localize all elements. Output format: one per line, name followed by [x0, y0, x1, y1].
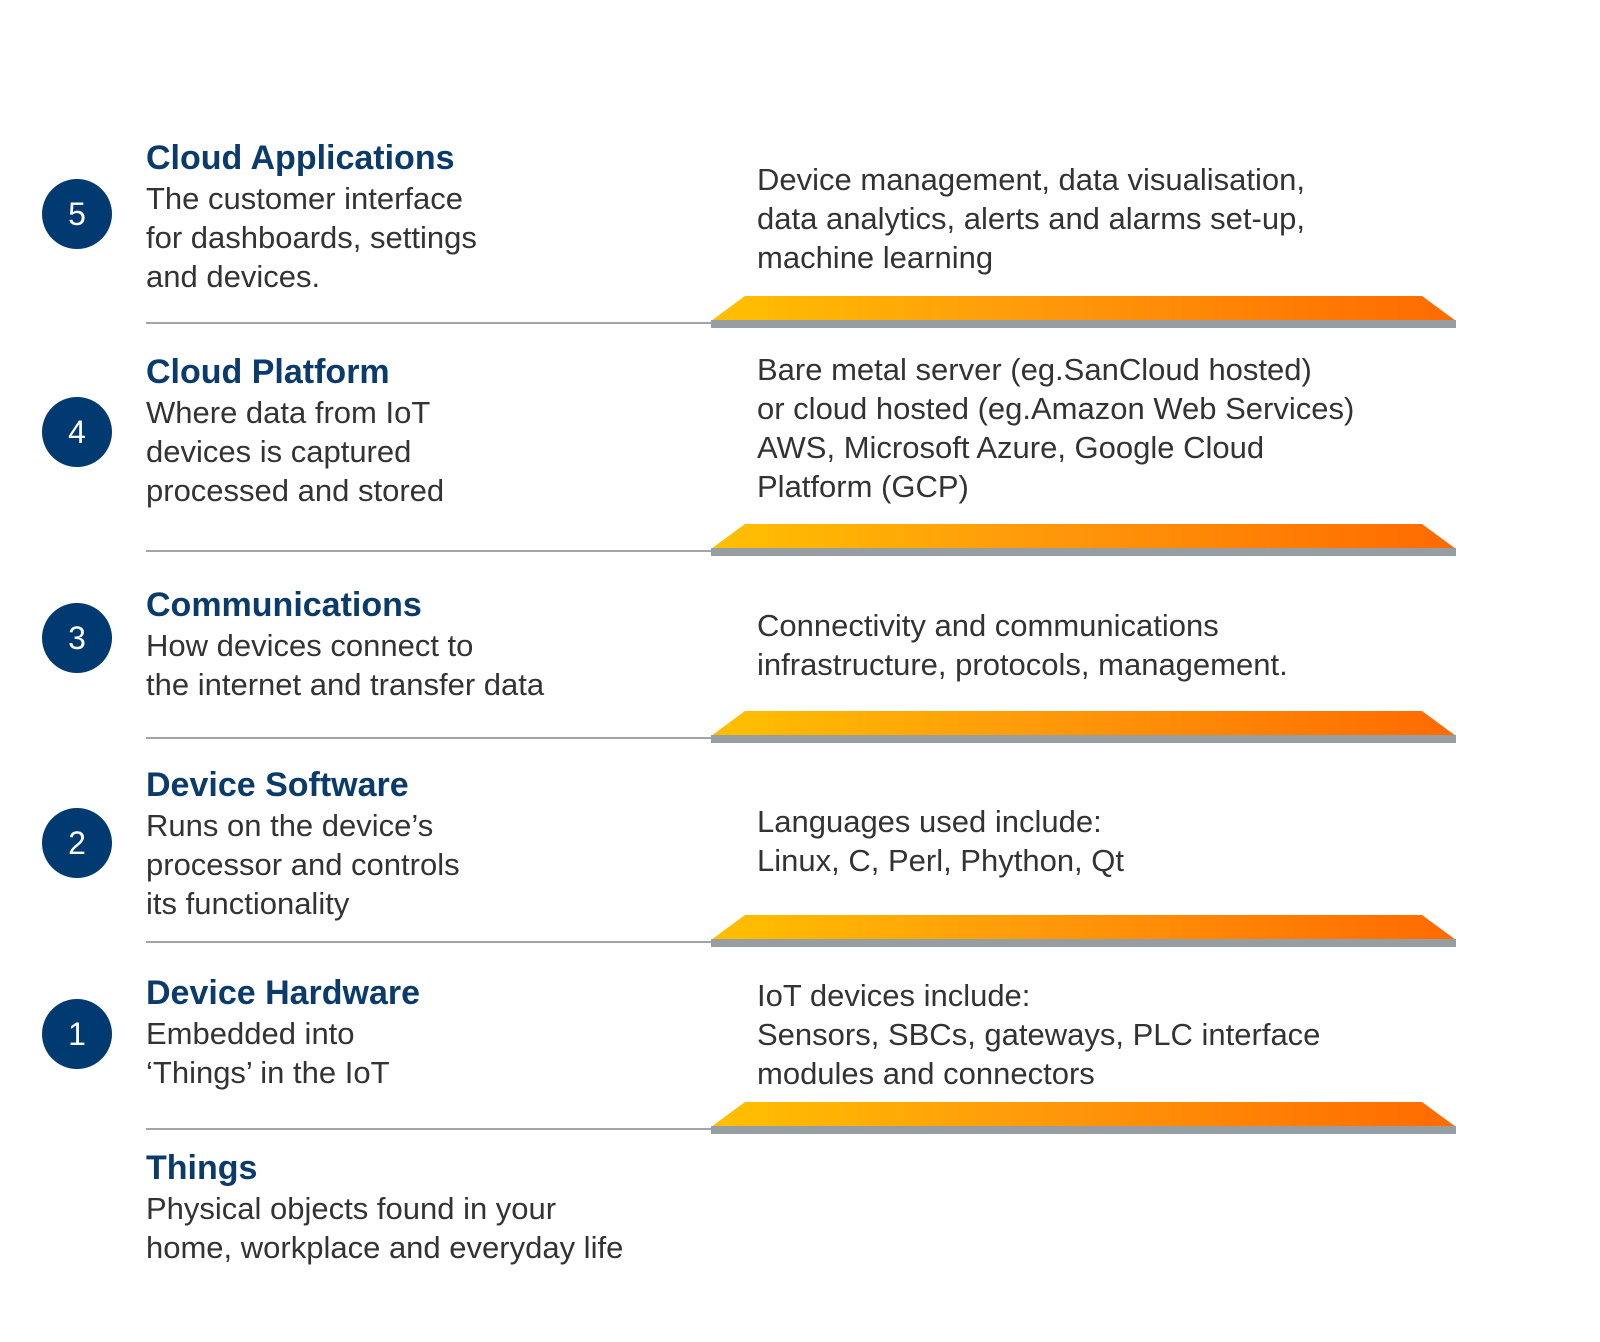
- layer-3-bar-top: [711, 711, 1456, 736]
- layer-3-description-line-2: the internet and transfer data: [146, 667, 545, 702]
- layer-5-description-line-1: The customer interface: [146, 181, 464, 216]
- layer-4-divider: [146, 550, 711, 552]
- layer-5-detail-line-2: data analytics, alerts and alarms set-up…: [757, 201, 1305, 236]
- things-description-line-1: Physical objects found in your: [146, 1191, 557, 1226]
- layer-5-number-badge: 5: [42, 179, 112, 249]
- layer-2-bar-base: [711, 939, 1456, 947]
- layer-1-bar-base: [711, 1126, 1456, 1134]
- layer-4-detail-line-1: Bare metal server (eg.SanCloud hosted): [757, 352, 1312, 387]
- layer-5-description-line-2: for dashboards, settings: [146, 220, 477, 255]
- layer-2-detail-line-2: Linux, C, Perl, Phython, Qt: [757, 843, 1125, 878]
- layer-1-detail-line-1: IoT devices include:: [757, 978, 1031, 1013]
- layer-2-title: Device Software: [146, 766, 409, 804]
- layer-2-bar-top: [711, 915, 1456, 940]
- layer-3-divider: [146, 737, 711, 739]
- layer-4-description-line-3: processed and stored: [146, 473, 445, 508]
- layer-4-number-badge: 4: [42, 397, 112, 467]
- layer-4-detail-line-2: or cloud hosted (eg.Amazon Web Services): [757, 391, 1355, 426]
- layer-3-detail-line-1: Connectivity and communications: [757, 608, 1219, 643]
- layer-2-description-line-1: Runs on the device’s: [146, 808, 434, 843]
- layer-3-orange-bar: [711, 711, 1456, 744]
- layer-2-description-line-3: its functionality: [146, 886, 350, 921]
- layer-4-bar-base: [711, 548, 1456, 556]
- layer-4-detail-line-3: AWS, Microsoft Azure, Google Cloud: [757, 430, 1265, 465]
- layer-4-detail-line-4: Platform (GCP): [757, 469, 969, 504]
- layer-4-description-line-1: Where data from IoT: [146, 395, 431, 430]
- layer-3-detail-line-2: infrastructure, protocols, management.: [757, 647, 1288, 682]
- layer-1-detail-line-2: Sensors, SBCs, gateways, PLC interface: [757, 1017, 1321, 1052]
- layer-5-detail-line-1: Device management, data visualisation,: [757, 162, 1305, 197]
- things-description-line-2: home, workplace and everyday life: [146, 1230, 624, 1265]
- layer-1-number-badge: 1: [42, 999, 112, 1069]
- layer-3-title: Communications: [146, 586, 422, 624]
- layer-4-bar-top: [711, 524, 1456, 549]
- layer-2-orange-bar: [711, 915, 1456, 948]
- layer-1-divider: [146, 1128, 711, 1130]
- layer-5-bar-top: [711, 296, 1456, 321]
- layer-3-description-line-1: How devices connect to: [146, 628, 474, 663]
- layer-1-description-line-1: Embedded into: [146, 1016, 355, 1051]
- layer-5-description-line-3: and devices.: [146, 259, 321, 294]
- layer-2-number-badge: 2: [42, 808, 112, 878]
- layer-1-orange-bar: [711, 1102, 1456, 1135]
- layer-5-title: Cloud Applications: [146, 139, 455, 177]
- layer-5-bar-base: [711, 320, 1456, 328]
- layer-1-title: Device Hardware: [146, 974, 421, 1012]
- layer-1-bar-top: [711, 1102, 1456, 1127]
- layer-1-detail-line-3: modules and connectors: [757, 1056, 1095, 1091]
- layer-2-divider: [146, 941, 711, 943]
- layer-3-number-badge: 3: [42, 603, 112, 673]
- layer-5-orange-bar: [711, 296, 1456, 329]
- layer-2-description-line-2: processor and controls: [146, 847, 460, 882]
- layer-1-description-line-2: ‘Things’ in the IoT: [146, 1055, 390, 1090]
- layer-4-orange-bar: [711, 524, 1456, 557]
- layer-5-divider: [146, 322, 711, 324]
- layer-4-description-line-2: devices is captured: [146, 434, 412, 469]
- layer-2-detail-line-1: Languages used include:: [757, 804, 1102, 839]
- things-title: Things: [146, 1149, 258, 1187]
- layer-4-title: Cloud Platform: [146, 353, 390, 391]
- layer-5-detail-line-3: machine learning: [757, 240, 994, 275]
- layer-3-bar-base: [711, 735, 1456, 743]
